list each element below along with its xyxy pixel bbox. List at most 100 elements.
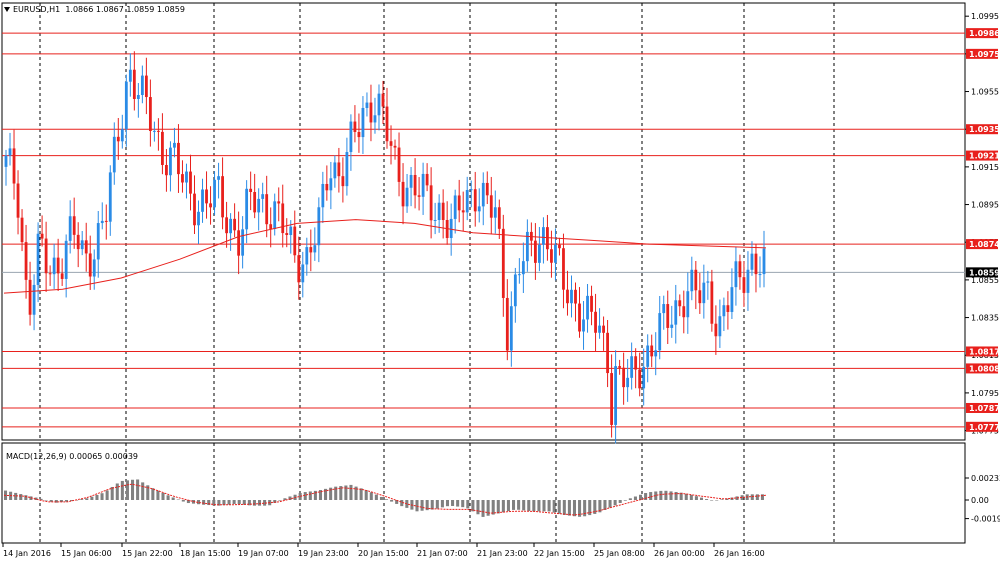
macd-histogram-bar [760, 494, 764, 500]
macd-histogram-bar [59, 500, 63, 503]
candle-body [373, 115, 377, 123]
macd-histogram-bar [44, 500, 48, 501]
candle-body [670, 324, 674, 328]
macd-histogram-bar [679, 492, 683, 500]
candle-body [337, 162, 341, 177]
level-tag [966, 28, 998, 39]
macd-histogram-bar [176, 499, 180, 501]
candle-body [554, 244, 557, 263]
candle-body [245, 188, 249, 230]
candle-body [209, 203, 212, 208]
candle-body [341, 176, 345, 187]
macd-histogram-bar [131, 479, 135, 500]
macd-histogram-bar [14, 492, 18, 500]
macd-histogram-bar [278, 500, 282, 501]
candle-body [152, 130, 156, 132]
candle-body [112, 136, 116, 173]
macd-histogram-bar [110, 486, 114, 500]
candle-body [754, 253, 758, 275]
candle-body [128, 69, 132, 82]
macd-histogram-bar [90, 496, 94, 500]
macd-histogram-bar [374, 494, 378, 500]
candle-body [666, 304, 670, 328]
macd-histogram-bar [755, 494, 759, 500]
macd-histogram-bar [181, 500, 185, 502]
candle-body [20, 217, 24, 243]
candle-body [265, 194, 269, 225]
candle-body [566, 289, 569, 304]
candle-body [365, 102, 369, 108]
candle-body [40, 233, 44, 239]
macd-histogram-bar [593, 500, 597, 514]
candle-body [550, 249, 553, 263]
macd-histogram-bar [430, 500, 434, 510]
main-pane-frame [1, 2, 966, 441]
current-price-label: 1.0859 [969, 268, 1000, 277]
candle-body [269, 224, 273, 229]
macd-histogram-bar [415, 500, 419, 512]
candle-body [281, 203, 285, 234]
candle-body [634, 356, 638, 370]
macd-histogram-bar [613, 500, 617, 506]
candle-body [401, 181, 405, 207]
macd-histogram-bar [339, 486, 343, 500]
macd-histogram-bar [639, 494, 643, 500]
dropdown-triangle-icon[interactable] [4, 7, 10, 12]
level-tag [966, 48, 998, 59]
candle-body [136, 95, 140, 99]
macd-histogram-bar [633, 496, 637, 500]
candle-body [429, 185, 433, 221]
candle-body [273, 201, 277, 229]
macd-histogram-bar [481, 500, 485, 517]
candle-body [546, 227, 549, 250]
candle-body [249, 188, 253, 193]
candle-body [381, 93, 385, 107]
candle-body [389, 141, 393, 146]
candle-body [658, 313, 662, 351]
candle-body [630, 356, 634, 378]
macd-pane-frame [1, 442, 966, 544]
level-tag [966, 124, 998, 135]
candle-body [173, 142, 176, 148]
candle-body [457, 195, 461, 211]
candle-body [148, 97, 152, 131]
candle-body [317, 207, 321, 246]
macd-histogram-bar [588, 500, 592, 516]
macd-histogram-bar [476, 500, 480, 515]
candle-body [493, 207, 497, 218]
candle-body [80, 240, 84, 250]
candle-body [181, 174, 184, 183]
candle-body [525, 231, 529, 262]
macd-histogram-bar [166, 495, 170, 500]
macd-histogram-bar [440, 500, 444, 508]
candle-body [598, 325, 601, 333]
candle-body [722, 305, 726, 317]
macd-histogram-bar [379, 496, 383, 500]
macd-histogram-bar [202, 500, 206, 505]
candle-body [169, 147, 172, 176]
candle-body [489, 195, 493, 218]
candle-body [654, 350, 658, 357]
candle-body [369, 102, 373, 123]
candle-body [582, 319, 585, 332]
macd-histogram-bar [318, 490, 323, 500]
macd-histogram-bar [512, 500, 516, 510]
price-tick-label: 1.0995 [971, 12, 999, 21]
candle-body [714, 323, 718, 337]
macd-histogram-bar [136, 479, 140, 500]
price-tick-label: 1.0795 [971, 389, 999, 398]
macd-histogram-bar [527, 500, 531, 511]
candle-body [614, 366, 618, 425]
candle-body [742, 277, 746, 293]
candle-body [505, 297, 509, 351]
candle-body [361, 107, 365, 138]
candle-body [501, 228, 505, 298]
macd-histogram-bar [603, 500, 607, 510]
macd-histogram-bar [750, 494, 754, 500]
macd-histogram-bar [212, 500, 216, 506]
candle-body [189, 171, 192, 194]
time-tick-label: 26 Jan 00:00 [654, 549, 705, 558]
macd-histogram-bar [171, 497, 175, 500]
candle-body [329, 178, 333, 191]
